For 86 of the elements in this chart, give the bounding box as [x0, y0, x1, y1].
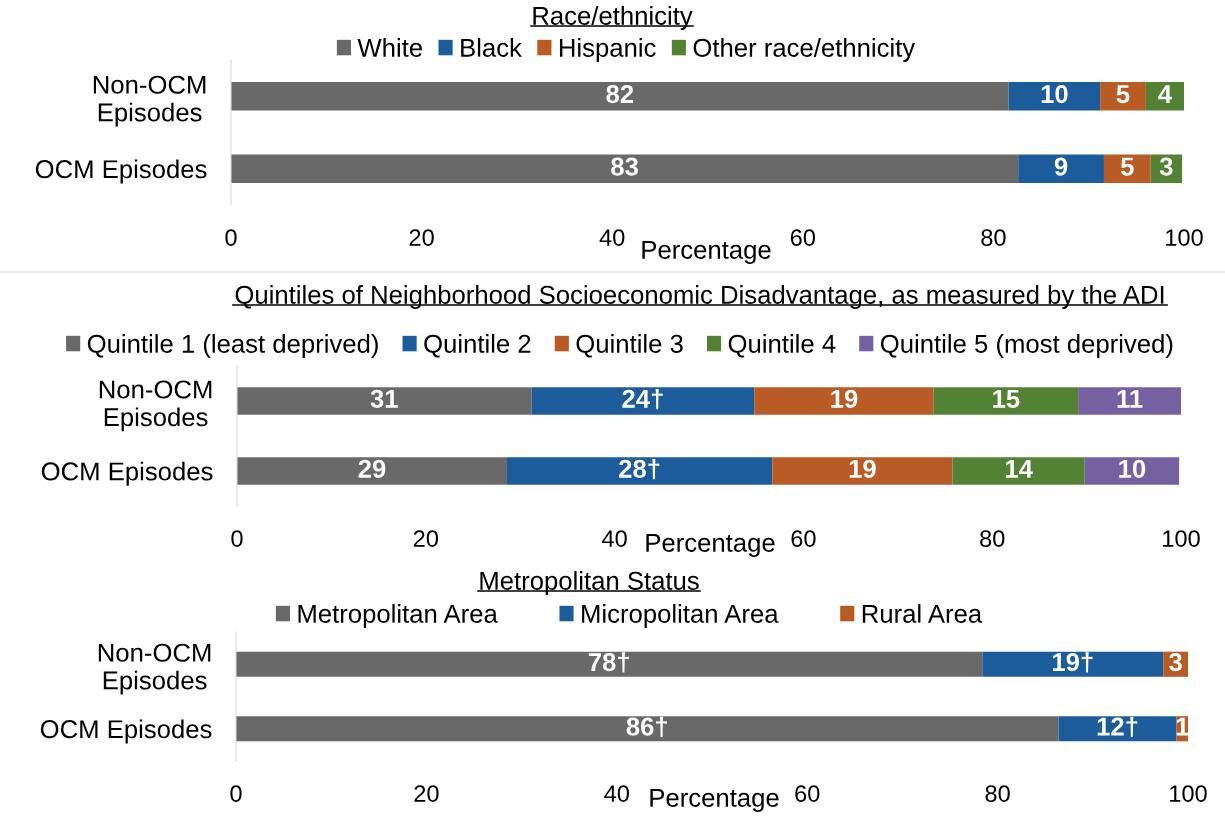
legend-label: Metropolitan Area: [298, 604, 498, 628]
x-tick-label: 20: [414, 785, 439, 802]
data-label: 19: [849, 459, 876, 478]
data-label: 15: [993, 389, 1020, 408]
bar: [506, 457, 773, 485]
data-label: 5: [1120, 157, 1134, 176]
x-tick-label: 40: [602, 530, 627, 547]
data-label: 86†: [626, 716, 667, 738]
bar: [236, 716, 1059, 742]
x-tick-label: 80: [981, 229, 1006, 246]
legend-label: Quintile 2: [424, 334, 531, 358]
bar: [237, 457, 507, 485]
data-label: 9: [1054, 157, 1068, 176]
bar: [531, 387, 755, 415]
x-axis-title: Percentage: [646, 533, 775, 557]
y-tick-label: Non-OCM Episodes: [99, 380, 212, 432]
bar: [231, 82, 1009, 111]
y-tick-label: OCM Episodes: [41, 461, 213, 486]
data-label: 19†: [1052, 652, 1093, 673]
legend-label: Rural Area: [862, 604, 983, 623]
y-tick-label: OCM Episodes: [40, 719, 212, 744]
x-tick-label: 100: [1166, 229, 1203, 246]
bar: [754, 387, 934, 415]
legend-label: Quintile 1 (least deprived): [87, 334, 378, 358]
data-label: 10: [1119, 459, 1146, 478]
x-tick-label: 100: [1170, 785, 1207, 802]
data-label: 19: [831, 389, 858, 408]
legend-label: Black: [461, 38, 522, 57]
chart-title: Race/ethnicity: [533, 6, 693, 30]
bar: [1084, 457, 1180, 485]
legend-label: Hispanic: [559, 38, 656, 62]
data-label: 1: [1176, 717, 1189, 736]
bar: [1008, 82, 1101, 111]
data-label: 5: [1116, 85, 1130, 104]
legend-label: Quintile 5 (most deprived): [880, 334, 1173, 358]
x-tick-label: 20: [409, 229, 434, 246]
x-tick-label: 40: [604, 785, 630, 802]
bar: [236, 651, 983, 677]
x-tick-label: 80: [980, 530, 1005, 547]
legend-label: Quintile 4: [728, 334, 836, 358]
x-axis-title: Percentage: [642, 240, 771, 264]
x-axis-title: Percentage: [650, 788, 779, 812]
bar: [952, 457, 1085, 485]
bar: [933, 387, 1079, 415]
y-tick-label: OCM Episodes: [35, 159, 207, 184]
data-label: 10: [1041, 84, 1068, 104]
x-tick-label: 100: [1163, 530, 1200, 547]
x-tick-label: 0: [231, 530, 243, 547]
x-tick-label: 0: [230, 785, 242, 802]
bar: [772, 457, 953, 485]
bar: [1018, 154, 1104, 183]
bar: [1078, 387, 1181, 415]
x-tick-label: 60: [790, 229, 816, 246]
data-label: 83: [611, 157, 638, 176]
x-tick-label: 60: [791, 530, 816, 547]
bar: [1058, 716, 1177, 742]
x-tick-label: 20: [413, 530, 439, 547]
legend-label: Other race/ethnicity: [693, 38, 916, 62]
bar: [1103, 154, 1151, 183]
legend-label: White: [357, 38, 422, 57]
data-label: 14: [1005, 459, 1033, 478]
data-label: 3: [1159, 157, 1173, 176]
data-label: 29: [358, 459, 386, 478]
data-label: 31: [370, 389, 398, 408]
data-label: 3: [1169, 652, 1182, 672]
bar: [1100, 82, 1146, 111]
data-label: 4: [1158, 85, 1172, 103]
data-label: 12†: [1097, 716, 1138, 738]
bar: [231, 154, 1019, 183]
legend-label: Micropolitan Area: [582, 604, 779, 628]
chart-title: Quintiles of Neighborhood Socioeconomic Disadvantage, as measured by the ADI: [235, 285, 1164, 309]
bar: [237, 387, 532, 415]
x-tick-label: 60: [795, 785, 820, 802]
data-label: 11: [1117, 389, 1143, 408]
legend-label: Quintile 3: [576, 334, 683, 358]
data-label: 28†: [619, 459, 660, 480]
x-tick-label: 80: [985, 785, 1010, 802]
data-label: 82: [606, 84, 634, 104]
x-tick-label: 0: [225, 229, 237, 246]
chart-title: Metropolitan Status: [480, 571, 699, 595]
data-label: 24†: [622, 389, 663, 410]
y-tick-label: Non-OCM Episodes: [93, 75, 206, 127]
data-label: 78†: [588, 652, 629, 673]
x-tick-label: 40: [599, 229, 625, 246]
bar: [982, 651, 1164, 677]
y-tick-label: Non-OCM Episodes: [98, 643, 211, 695]
